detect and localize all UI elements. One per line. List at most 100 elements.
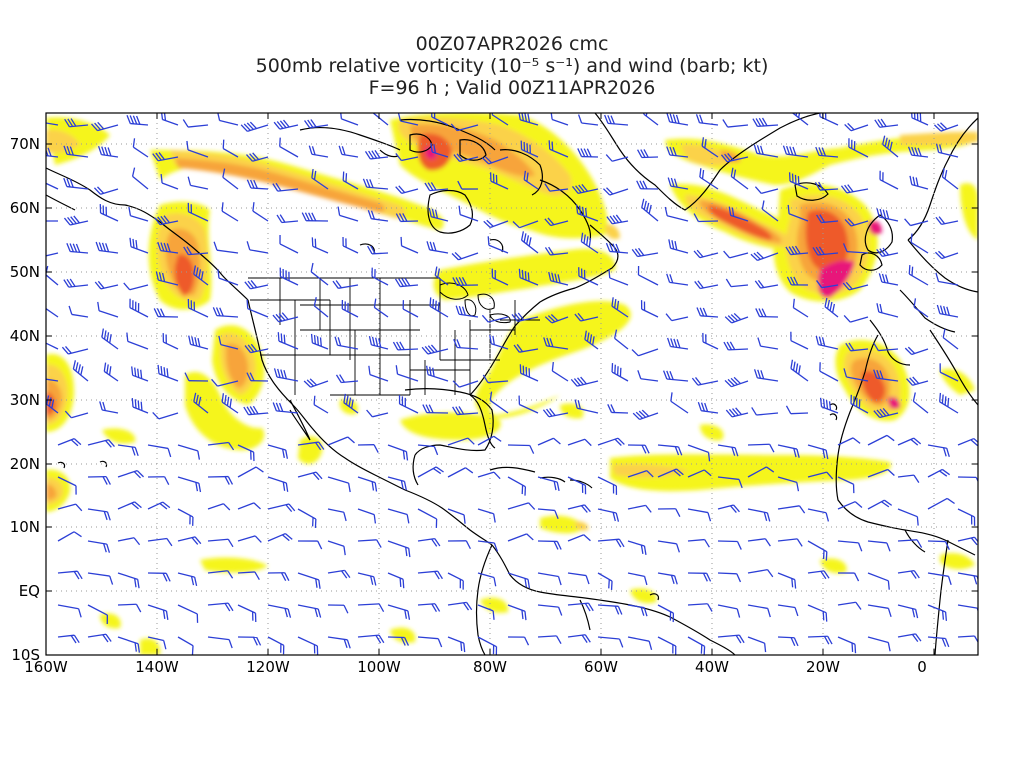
barb-flag: [35, 249, 41, 258]
barb-flag: [67, 118, 74, 127]
barb-flag: [524, 578, 528, 588]
wind-barb: [417, 466, 444, 478]
barb-flag: [285, 270, 287, 280]
barb-shaft: [757, 124, 779, 128]
wind-barb: [157, 241, 179, 254]
barb-flag: [63, 217, 71, 226]
wind-barb: [693, 249, 719, 259]
barb-flag: [732, 408, 739, 416]
barb-flag: [484, 156, 493, 164]
barb-flag: [312, 472, 320, 481]
barb-flag: [615, 512, 620, 522]
barb-flag: [315, 471, 323, 480]
barb-flag: [675, 114, 680, 124]
barb-flag: [378, 603, 385, 612]
wind-barb: [752, 117, 779, 128]
wind-barb: [186, 140, 209, 158]
barb-flag: [153, 308, 159, 317]
wind-barb: [237, 466, 264, 478]
barb-flag: [641, 444, 647, 454]
barb-shaft: [549, 148, 569, 158]
barb-shaft: [938, 151, 959, 158]
wind-barb: [123, 282, 149, 291]
barb-flag: [825, 612, 828, 622]
plot-frame: [45, 112, 979, 656]
barb-flag: [132, 138, 136, 148]
wind-barb: [605, 242, 629, 254]
barb-flag: [548, 140, 551, 150]
barb-flag: [847, 122, 855, 131]
barb-flag: [550, 314, 559, 322]
barb-shaft: [881, 281, 899, 286]
barb-flag: [401, 396, 404, 406]
barb-shaft: [477, 508, 494, 515]
barb-flag: [873, 369, 878, 379]
wind-barb: [57, 604, 82, 618]
wind-barb: [272, 312, 299, 323]
barb-flag: [632, 412, 641, 420]
barb-shaft: [614, 337, 629, 350]
barb-shaft: [807, 604, 827, 614]
barb-shaft: [311, 153, 329, 158]
barb-shaft: [537, 437, 554, 446]
wind-barb: [753, 369, 779, 382]
barb-flag: [195, 394, 199, 404]
barb-flag: [907, 346, 916, 354]
barb-flag: [763, 643, 767, 653]
wind-barb: [207, 636, 233, 649]
barb-flag: [614, 364, 616, 374]
barb-flag: [282, 119, 290, 128]
barb-flag: [194, 536, 202, 545]
barb-shaft: [807, 508, 827, 514]
barb-flag: [334, 336, 339, 346]
barb-shaft: [747, 636, 765, 644]
wind-barb: [608, 268, 629, 286]
barb-flag: [250, 343, 258, 352]
wind-barb: [537, 508, 559, 519]
barb-shaft: [117, 537, 135, 542]
barb-flag: [672, 114, 677, 124]
barb-flag: [728, 206, 732, 216]
barb-flag: [766, 569, 774, 578]
barb-shaft: [132, 374, 149, 382]
barb-flag: [884, 499, 893, 506]
barb-flag: [311, 237, 314, 247]
wind-barb: [57, 634, 80, 644]
wind-barb: [297, 508, 317, 528]
barb-flag: [605, 242, 611, 252]
wind-barb: [702, 332, 719, 350]
barb-flag: [615, 539, 622, 548]
barb-shaft: [237, 535, 256, 542]
barb-flag: [308, 212, 314, 222]
barb-flag: [910, 438, 919, 446]
barb-flag: [332, 280, 339, 289]
latitude-labels: 70N 60N 50N 40N 30N 20N 10N EQ 10S: [10, 135, 40, 664]
wind-barb: [537, 604, 563, 616]
wind-barb: [567, 572, 590, 585]
wind-barb: [335, 374, 359, 384]
wind-barb: [567, 504, 591, 513]
barb-shaft: [57, 476, 77, 487]
wind-barb: [761, 200, 779, 222]
barb-flag: [313, 395, 316, 405]
wind-barb: [906, 376, 929, 386]
barb-flag: [819, 214, 826, 223]
barb-flag: [819, 113, 821, 117]
barb-shaft: [927, 468, 943, 478]
barb-flag: [848, 342, 855, 351]
barb-shaft: [427, 374, 449, 382]
barb-flag: [160, 174, 163, 184]
barb-shaft: [908, 273, 929, 286]
barb-flag: [369, 179, 374, 188]
wind-barb: [327, 476, 351, 493]
barb-flag: [126, 115, 131, 124]
barb-shaft: [848, 146, 869, 158]
barb-shaft: [699, 176, 719, 190]
barb-shaft: [327, 508, 344, 513]
barb-flag: [550, 113, 553, 120]
barb-flag: [272, 183, 279, 192]
barb-flag: [941, 468, 950, 476]
barb-flag: [482, 374, 489, 383]
barb-shaft: [66, 153, 89, 158]
barb-shaft: [132, 406, 149, 414]
